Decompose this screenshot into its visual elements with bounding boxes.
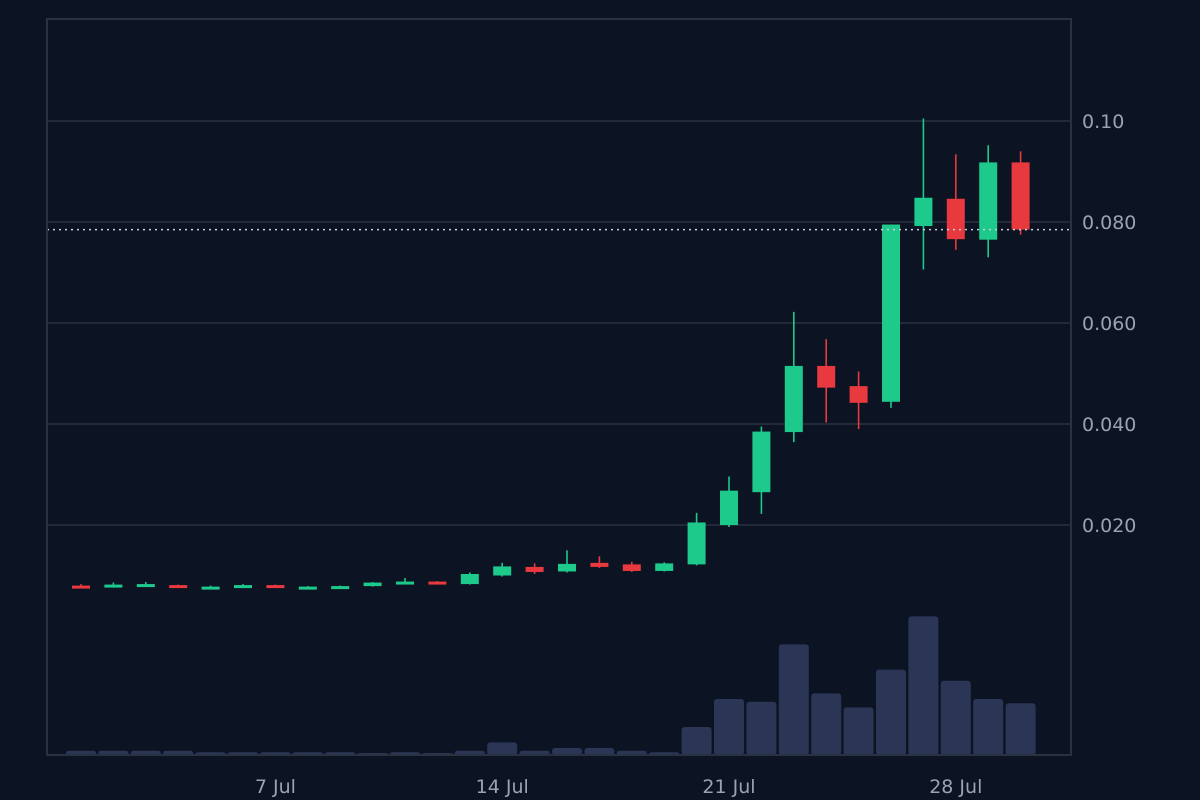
- volume-bar: [584, 748, 615, 755]
- candle: [428, 581, 447, 585]
- candle: [979, 145, 998, 258]
- candle: [331, 585, 350, 590]
- candle: [363, 582, 382, 587]
- candle-body: [234, 585, 252, 589]
- candle: [136, 582, 155, 588]
- candle-body: [72, 585, 90, 589]
- volume-bar: [519, 750, 550, 755]
- candle: [396, 578, 414, 585]
- candle: [784, 311, 803, 443]
- volume-bar: [811, 693, 842, 755]
- y-axis-ticks: 0.020 0.040 0.060 0.080 0.10: [1082, 111, 1136, 537]
- volume-bar: [843, 707, 874, 755]
- candle: [1011, 151, 1030, 235]
- candle-body: [752, 431, 771, 493]
- volume-bar: [454, 750, 485, 755]
- candle-body: [784, 365, 803, 433]
- volume-bar: [1005, 703, 1036, 755]
- candle-body: [687, 522, 706, 565]
- candle: [849, 371, 868, 430]
- candle-body: [428, 581, 447, 585]
- candle-body: [882, 224, 900, 402]
- candle: [234, 584, 252, 589]
- volume-bar: [616, 750, 647, 755]
- plot-border: [46, 18, 1072, 756]
- candle-body: [136, 584, 155, 588]
- candle-body: [331, 586, 350, 590]
- candle: [169, 584, 188, 589]
- grid-lines: [47, 120, 1071, 526]
- y-tick-label: 0.020: [1082, 515, 1136, 537]
- volume-bar: [746, 701, 777, 755]
- candle-body: [720, 490, 738, 525]
- volume-bar: [940, 680, 971, 755]
- candle: [266, 584, 285, 589]
- candle-body: [849, 386, 868, 403]
- x-axis-ticks: 7 Jul 14 Jul 21 Jul 28 Jul: [255, 776, 983, 798]
- candle: [558, 550, 576, 573]
- candle: [460, 572, 479, 585]
- candle: [298, 586, 317, 590]
- volume-bar: [98, 750, 129, 755]
- candle-body: [396, 581, 414, 585]
- candle: [882, 224, 900, 408]
- volume-bar: [778, 644, 809, 755]
- volume-bar: [163, 750, 194, 755]
- volume-bar: [714, 699, 744, 755]
- y-tick-label: 0.10: [1082, 111, 1124, 133]
- candle: [72, 584, 90, 589]
- candle-body: [266, 585, 285, 589]
- volume-bar: [681, 727, 712, 755]
- volume-bar: [908, 616, 939, 755]
- candle-body: [655, 563, 674, 571]
- candle-body: [298, 586, 317, 590]
- candle: [622, 561, 641, 572]
- volume-bar: [130, 750, 161, 755]
- candle: [914, 118, 933, 270]
- candle-body: [590, 562, 609, 567]
- candle-body: [363, 582, 382, 587]
- plot-frame: [46, 18, 1072, 756]
- candle: [817, 339, 836, 423]
- y-tick-label: 0.080: [1082, 212, 1136, 234]
- volume-bar: [552, 748, 582, 755]
- x-tick-label: 28 Jul: [929, 776, 982, 798]
- candles: [72, 118, 1030, 590]
- x-tick-label: 21 Jul: [702, 776, 755, 798]
- candle-body: [914, 197, 933, 227]
- candle: [525, 563, 544, 574]
- volume-bar: [876, 669, 906, 755]
- candle: [752, 426, 771, 514]
- candle: [720, 476, 738, 528]
- candle-body: [104, 584, 123, 588]
- candle: [655, 562, 674, 572]
- candle-body: [493, 566, 512, 576]
- candle-body: [169, 585, 188, 589]
- y-tick-label: 0.040: [1082, 414, 1136, 436]
- candle-body: [946, 198, 965, 240]
- candle-body: [525, 566, 544, 572]
- candle-body: [460, 573, 479, 585]
- candle: [590, 556, 609, 568]
- candle: [493, 562, 512, 577]
- candle: [104, 582, 123, 588]
- volume-bar: [487, 742, 518, 755]
- candle-body: [201, 586, 220, 590]
- volume-bar: [66, 750, 96, 755]
- y-tick-label: 0.060: [1082, 313, 1136, 335]
- candle-body: [622, 564, 641, 571]
- candle: [201, 585, 220, 590]
- candle-body: [817, 365, 836, 388]
- candle-body: [1011, 162, 1030, 230]
- candle-body: [979, 162, 998, 240]
- candle-body: [558, 563, 576, 572]
- x-tick-label: 14 Jul: [476, 776, 529, 798]
- volume-bar: [973, 699, 1004, 755]
- x-tick-label: 7 Jul: [255, 776, 296, 798]
- candle: [687, 512, 706, 566]
